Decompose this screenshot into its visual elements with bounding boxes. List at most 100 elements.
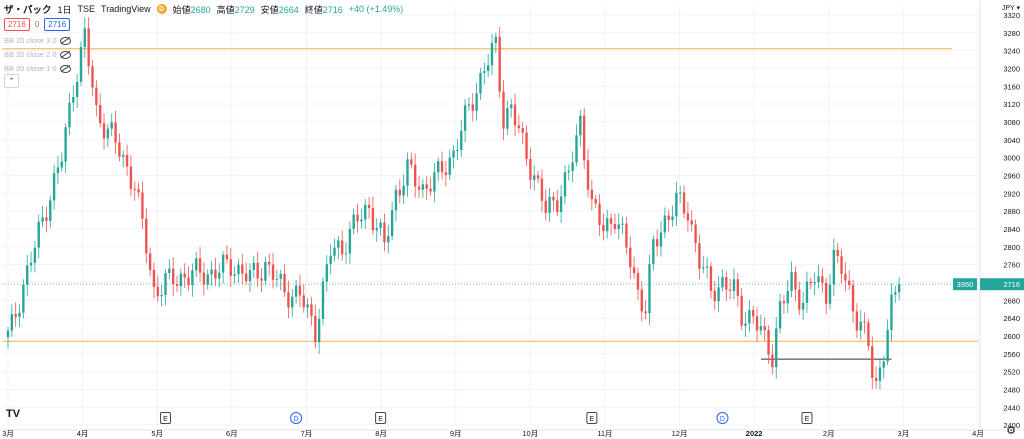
candle-body (506, 108, 509, 129)
candle-body (682, 192, 686, 214)
x-tick-label: 4月 (972, 429, 984, 438)
candle-body (291, 296, 294, 308)
event-marker-label: E (590, 416, 595, 423)
event-marker-label: D (720, 416, 725, 423)
candle-body (479, 72, 482, 94)
candle-body (613, 224, 617, 229)
candle-body (440, 161, 444, 173)
candle-body (421, 184, 425, 190)
candle-body (590, 189, 594, 200)
last-price-tag (980, 278, 1024, 291)
x-tick-label: 10月 (522, 429, 538, 438)
candle-body (821, 276, 824, 283)
candle-body (602, 224, 605, 232)
candle-body (133, 188, 136, 190)
indicator-bb-1[interactable]: BB 20 close 1 0 (4, 64, 71, 73)
x-tick-label: 2022 (746, 429, 763, 438)
candle-body (152, 269, 156, 287)
candle-body (191, 270, 194, 286)
candle-body (437, 161, 440, 173)
candle-body (579, 115, 582, 136)
eye-hidden-icon[interactable] (59, 36, 71, 45)
event-marker-label: E (805, 416, 810, 423)
candle-body (394, 189, 398, 211)
candle-body (552, 196, 555, 201)
y-tick-label: 2920 (1003, 189, 1020, 198)
candle-body (244, 273, 248, 282)
eye-hidden-icon[interactable] (59, 64, 71, 73)
candle-body (867, 322, 870, 347)
y-tick-label: 3320 (1003, 11, 1020, 20)
candle-body (848, 280, 851, 286)
candle-body (755, 316, 759, 331)
open-value: 2680 (190, 4, 211, 15)
candle-body (667, 215, 670, 221)
candle-body (279, 273, 282, 279)
indicator-bb-2[interactable]: BB 20 close 2 0 (4, 50, 71, 59)
x-tick-label: 8月 (375, 429, 387, 438)
candle-body (736, 279, 740, 296)
candle-body (636, 273, 640, 290)
interval-label[interactable]: 1日 (57, 4, 72, 15)
sell-button[interactable]: 2716 (4, 18, 30, 31)
dividend-marker-icon (716, 412, 729, 424)
x-tick-label: 6月 (226, 429, 238, 438)
candle-body (871, 346, 874, 378)
candle-body (609, 218, 613, 225)
currency-label: JPY ▾ (1002, 5, 1021, 12)
candle-body (314, 315, 317, 343)
candle-body (767, 330, 770, 355)
collapse-chevron-icon[interactable]: ⌃ (4, 74, 19, 88)
candle-body (832, 249, 836, 285)
symbol-name[interactable]: ザ・パック (4, 5, 52, 16)
candle-body (567, 170, 571, 173)
x-tick-label: 9月 (450, 429, 462, 438)
candle-body (241, 264, 244, 274)
y-tick-label: 2880 (1003, 207, 1020, 216)
candle-body (417, 186, 421, 190)
candle-body (98, 104, 102, 124)
candle-body (702, 267, 705, 269)
candle-body (137, 189, 140, 193)
bid-ask-row: 2716 0 2716 (4, 18, 71, 31)
buy-button[interactable]: 2716 (44, 18, 71, 31)
candle-body (87, 28, 90, 67)
candle-body (6, 330, 10, 338)
candle-body (402, 185, 405, 196)
grid (2, 6, 979, 426)
candle-body (751, 310, 755, 317)
candle-body (110, 122, 113, 129)
candle-body (10, 314, 14, 331)
candle-body (122, 154, 125, 157)
open-label: 始値 (172, 4, 191, 15)
candle-body (106, 128, 110, 139)
earnings-marker-icon (375, 412, 387, 424)
candle-body (413, 164, 417, 187)
candle-body (129, 166, 133, 189)
candle-body (83, 28, 87, 48)
last-price-tag-label: 2716 (1003, 280, 1020, 289)
candle-body (340, 240, 344, 255)
indicator-bb-3[interactable]: BB 20 close 3 0 (4, 36, 71, 45)
candle-body (717, 287, 720, 302)
candle-body (759, 326, 763, 331)
candle-body (679, 192, 682, 194)
eye-hidden-icon[interactable] (59, 50, 71, 59)
candle-body (264, 261, 267, 281)
candle-body (41, 217, 44, 222)
candle-body (317, 318, 321, 343)
candle-body (237, 264, 240, 275)
tradingview-logo-icon: TV (6, 408, 21, 420)
candle-body (740, 295, 743, 326)
time-axis: 3月 4月 5月 6月 7月 8月 9月 10月 11月 12月 2022 2月 3月 4月 (0, 429, 1024, 438)
candle-body (118, 142, 121, 157)
candle-body (513, 104, 517, 126)
y-tick-label: 2480 (1003, 385, 1020, 394)
candle-body (45, 217, 48, 221)
gear-icon[interactable]: ⚙ (1006, 425, 1016, 437)
candle-body (175, 284, 179, 286)
candle-body (786, 290, 789, 304)
candle-body (748, 310, 751, 324)
